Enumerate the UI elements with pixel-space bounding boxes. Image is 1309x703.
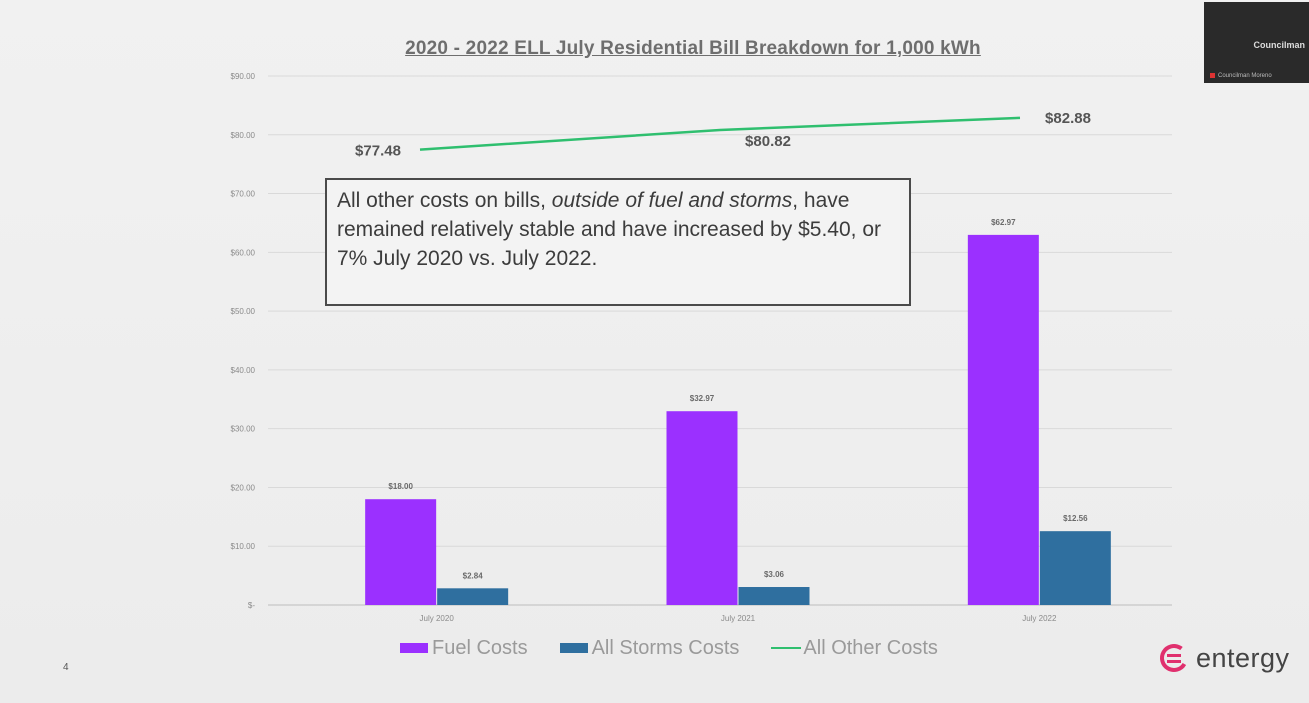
legend-item-fuel: Fuel Costs	[400, 637, 528, 660]
callout-box: All other costs on bills, outside of fue…	[325, 178, 911, 306]
mic-muted-icon	[1210, 73, 1215, 78]
bar-data-label: $3.06	[764, 570, 785, 579]
y-tick-label: $90.00	[231, 72, 256, 81]
line-other-costs	[419, 116, 1021, 151]
bar-fuel	[365, 499, 437, 605]
legend-item-storms: All Storms Costs	[559, 636, 740, 660]
video-tile[interactable]: Councilman Councilman Moreno	[1204, 2, 1309, 83]
bar-data-label: $18.00	[388, 482, 413, 491]
bar-storms	[437, 588, 509, 605]
y-tick-label: $30.00	[231, 425, 256, 434]
line-data-label: $80.82	[745, 133, 791, 150]
video-tile-name: Councilman Moreno	[1218, 73, 1272, 79]
bar-fuel	[666, 411, 738, 605]
video-tile-label: Councilman	[1253, 40, 1305, 50]
x-tick-label: July 2020	[420, 614, 455, 623]
x-tick-label: July 2021	[721, 614, 756, 623]
y-tick-label: $80.00	[231, 131, 256, 140]
y-tick-label: $10.00	[231, 542, 256, 551]
bar-storms	[738, 587, 810, 605]
y-tick-label: $20.00	[231, 483, 256, 492]
legend-item-other: All Other Costs	[771, 636, 938, 660]
callout-text-end: , have remained relatively stable and ha…	[337, 189, 881, 270]
x-tick-label: July 2022	[1022, 614, 1057, 623]
chart-title: 2020 - 2022 ELL July Residential Bill Br…	[405, 38, 981, 59]
legend-swatch-other	[771, 647, 802, 649]
y-tick-label: $-	[248, 601, 255, 610]
y-tick-label: $60.00	[231, 248, 256, 257]
callout-text-start: All other costs on bills,	[337, 189, 552, 212]
bar-data-label: $32.97	[690, 394, 715, 403]
bar-storms	[1039, 531, 1111, 605]
y-tick-label: $70.00	[231, 190, 256, 199]
legend-swatch-fuel	[400, 643, 428, 653]
page-number: 4	[63, 662, 69, 673]
bar-data-label: $12.56	[1063, 514, 1088, 523]
entergy-logo-icon	[1160, 644, 1188, 672]
bar-data-label: $2.84	[463, 571, 484, 580]
line-data-label: $82.88	[1045, 110, 1091, 127]
legend-label-fuel: Fuel Costs	[432, 636, 528, 659]
chart-legend: Fuel Costs All Storms Costs All Other Co…	[400, 636, 970, 660]
legend-swatch-storms	[559, 643, 588, 653]
bar-data-label: $62.97	[991, 218, 1016, 227]
entergy-logo: entergy	[1158, 642, 1290, 674]
callout-text-italic: outside of fuel and storms	[551, 189, 793, 212]
legend-label-storms: All Storms Costs	[591, 636, 740, 659]
y-tick-label: $40.00	[231, 366, 256, 375]
bar-fuel	[967, 234, 1039, 605]
y-tick-label: $50.00	[231, 307, 256, 316]
legend-label-other: All Other Costs	[803, 636, 938, 659]
line-data-label: $77.48	[355, 143, 401, 160]
entergy-logo-text: entergy	[1196, 642, 1290, 673]
